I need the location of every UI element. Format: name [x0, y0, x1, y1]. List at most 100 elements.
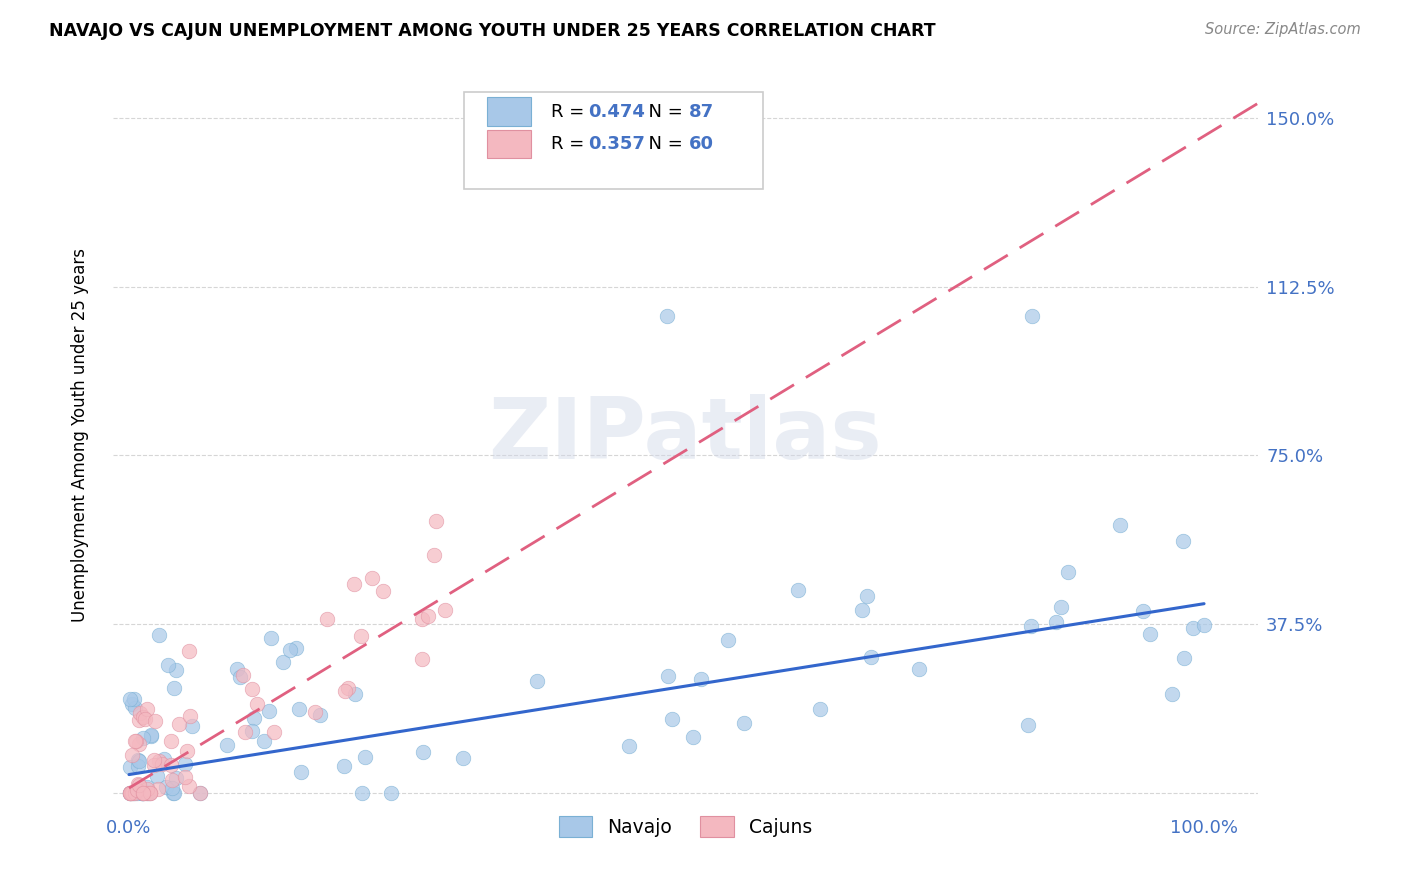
Point [118, 786, 141, 800]
Text: 0.474: 0.474 [588, 103, 645, 120]
Text: 87: 87 [689, 103, 714, 120]
Point [167, 717, 190, 731]
Point [316, 612, 339, 626]
Point [118, 786, 141, 800]
Point [309, 708, 332, 723]
Point [526, 674, 548, 689]
Point [655, 309, 678, 323]
Point [132, 786, 155, 800]
Point [128, 737, 150, 751]
Point [132, 731, 155, 745]
Point [165, 663, 187, 677]
Text: Source: ZipAtlas.com: Source: ZipAtlas.com [1205, 22, 1361, 37]
Point [131, 786, 153, 800]
Point [180, 719, 202, 733]
Point [243, 711, 266, 725]
Point [136, 702, 159, 716]
Point [380, 786, 402, 800]
Point [423, 548, 446, 562]
Point [136, 780, 159, 794]
Text: R =: R = [551, 103, 591, 120]
Point [242, 682, 264, 697]
Point [118, 786, 141, 800]
Point [617, 739, 640, 753]
Point [246, 697, 269, 711]
Point [416, 608, 439, 623]
Point [1045, 615, 1067, 630]
Point [142, 753, 165, 767]
Point [127, 777, 149, 791]
Point [661, 712, 683, 726]
Point [139, 786, 162, 800]
Bar [488, 130, 530, 158]
Point [127, 786, 149, 800]
Point [146, 769, 169, 783]
Point [232, 667, 254, 681]
Point [284, 641, 307, 656]
Point [124, 786, 146, 800]
Point [163, 786, 186, 800]
Point [278, 643, 301, 657]
Text: 60: 60 [689, 136, 714, 153]
Point [143, 714, 166, 728]
Point [371, 584, 394, 599]
Point [856, 589, 879, 603]
Point [288, 702, 311, 716]
Point [131, 710, 153, 724]
Point [1017, 718, 1039, 732]
Point [122, 786, 145, 800]
Point [188, 786, 211, 800]
Point [1050, 600, 1073, 615]
Point [453, 751, 475, 765]
Point [128, 755, 150, 769]
Point [343, 576, 366, 591]
Point [127, 753, 149, 767]
Text: N =: N = [637, 136, 689, 153]
Point [128, 778, 150, 792]
Point [157, 657, 180, 672]
Point [146, 782, 169, 797]
Point [165, 771, 187, 785]
Point [411, 652, 433, 666]
Point [138, 786, 160, 800]
Point [120, 786, 142, 800]
Point [138, 786, 160, 800]
Point [657, 669, 679, 683]
Point [163, 681, 186, 696]
Point [215, 738, 238, 752]
Point [176, 744, 198, 758]
Point [263, 725, 285, 739]
Point [125, 734, 148, 748]
Point [1109, 518, 1132, 533]
Point [304, 705, 326, 719]
Point [1019, 618, 1042, 632]
Point [290, 764, 312, 779]
Point [124, 786, 146, 800]
FancyBboxPatch shape [464, 92, 763, 189]
Point [786, 583, 808, 598]
Point [1181, 621, 1204, 635]
Point [240, 724, 263, 739]
Point [127, 759, 149, 773]
Point [160, 734, 183, 748]
Point [159, 757, 181, 772]
Point [253, 734, 276, 748]
Point [337, 681, 360, 695]
Point [1192, 617, 1215, 632]
Point [228, 670, 250, 684]
Point [131, 786, 153, 800]
Point [361, 571, 384, 585]
Text: R =: R = [551, 136, 591, 153]
Text: N =: N = [637, 103, 689, 120]
Point [257, 704, 280, 718]
Point [150, 756, 173, 771]
Point [174, 770, 197, 784]
Text: 0.357: 0.357 [588, 136, 645, 153]
Point [717, 633, 740, 648]
Point [333, 684, 356, 698]
Point [860, 649, 883, 664]
Point [121, 786, 143, 800]
Y-axis label: Unemployment Among Youth under 25 years: Unemployment Among Youth under 25 years [72, 248, 89, 622]
Point [125, 782, 148, 797]
Text: ZIPatlas: ZIPatlas [488, 393, 882, 476]
